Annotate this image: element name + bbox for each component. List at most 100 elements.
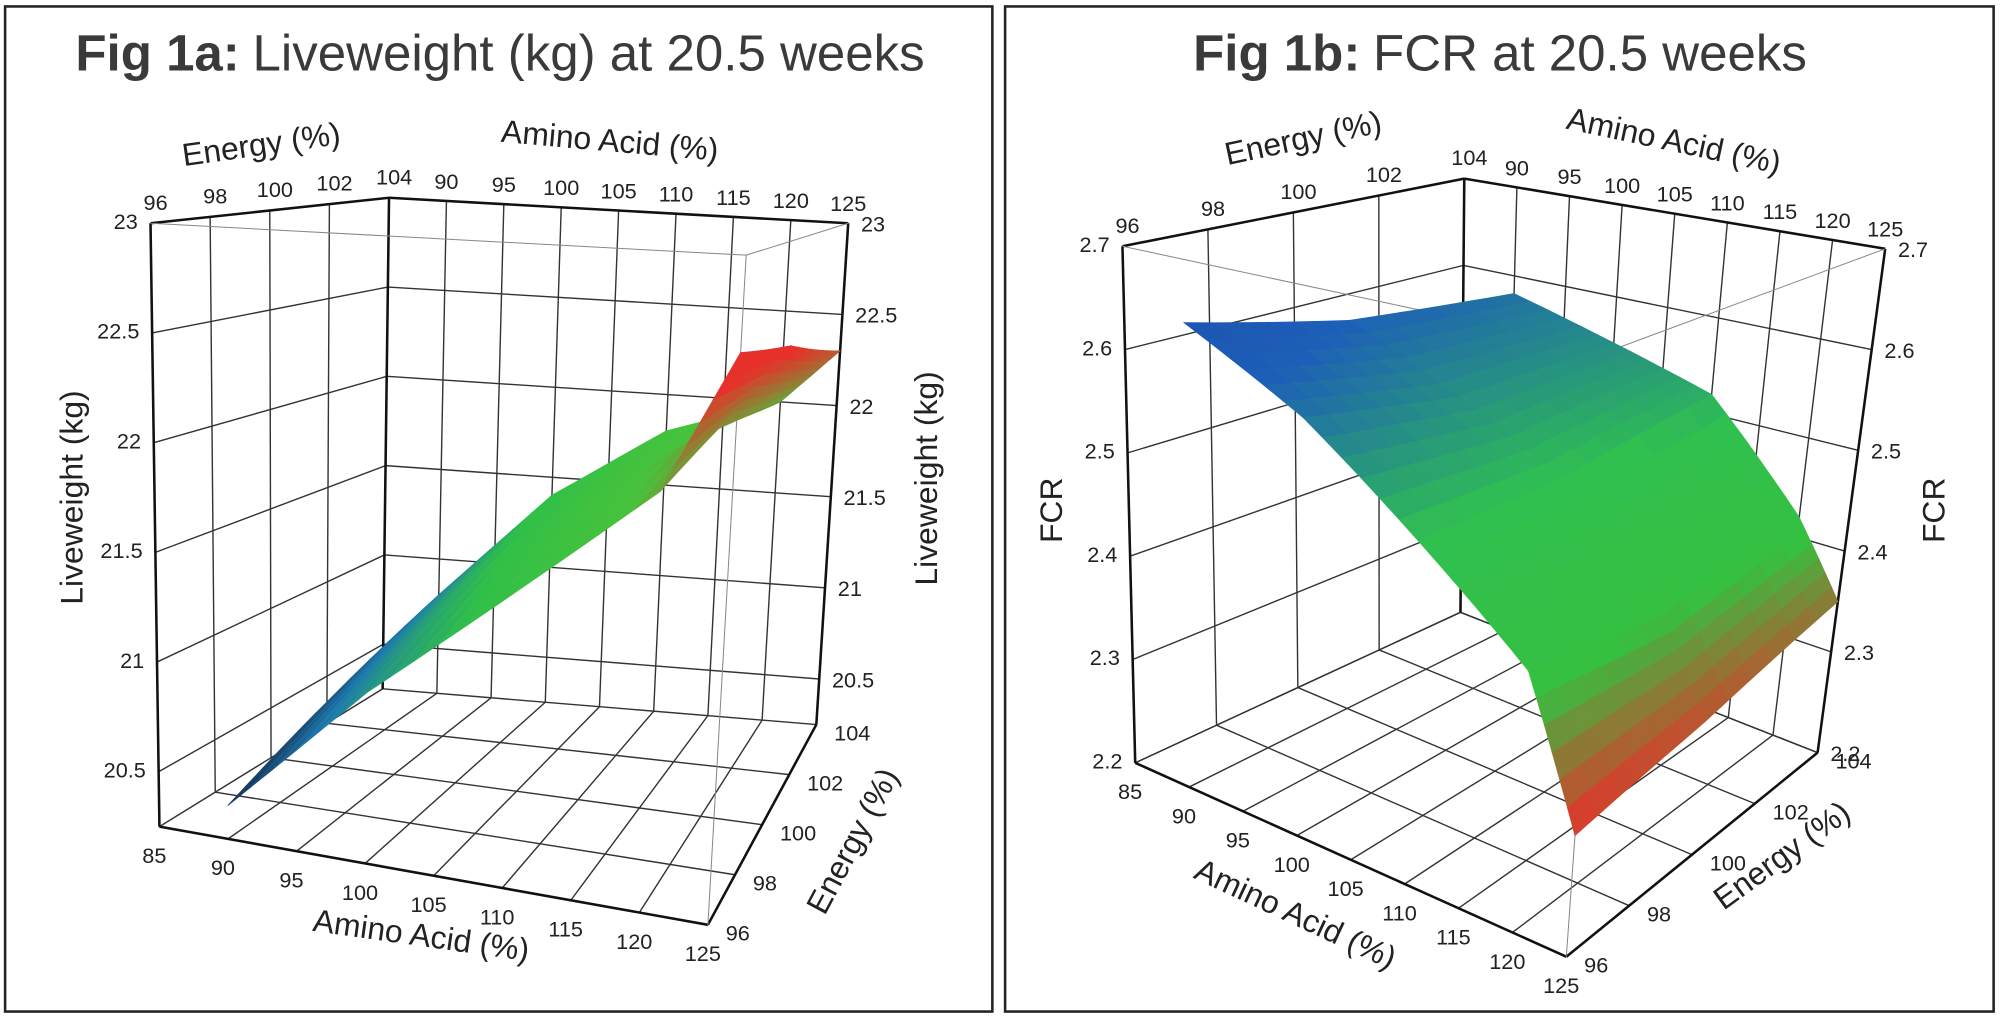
y-tick-label: 98: [203, 184, 227, 209]
grid-line: [326, 204, 331, 724]
y-tick-label: 104: [376, 164, 412, 189]
z-tick-label: 23: [114, 209, 138, 234]
y-tick-label: 104: [834, 720, 870, 745]
axis-line: [1816, 248, 1887, 753]
x-tick-label: 110: [1710, 190, 1745, 215]
axis-title: Liveweight (kg): [53, 390, 89, 604]
x-tick-label: 110: [480, 904, 515, 929]
axis-line: [149, 223, 161, 827]
y-tick-label: 96: [1584, 953, 1608, 978]
box-edge: [1609, 248, 1886, 352]
axis-line: [1122, 177, 1465, 248]
x-tick-label: 125: [830, 191, 866, 216]
grid-line: [269, 210, 272, 758]
chart-title: Fig 1a: Liveweight (kg) at 20.5 weeks: [75, 25, 924, 82]
axis-title: FCR: [1916, 478, 1952, 544]
axis-line: [1134, 761, 1567, 958]
axis-line: [1565, 751, 1819, 958]
title-prefix: Fig 1b:: [1193, 25, 1360, 82]
y-tick-label: 102: [807, 771, 843, 796]
z-tick-label: 21.5: [844, 485, 886, 510]
y-tick-label: 98: [753, 871, 777, 896]
z-tick-label: 2.2: [1092, 749, 1122, 774]
y-tick-label: 104: [1835, 749, 1871, 774]
grid-line: [270, 757, 763, 826]
y-tick-label: 100: [257, 177, 293, 202]
x-tick-label: 100: [1274, 852, 1310, 877]
axis-line: [150, 196, 390, 225]
surface-patch: [267, 731, 308, 769]
grid-line: [209, 216, 216, 793]
axis-title: Amino Acid (%): [500, 113, 720, 168]
z-tick-label: 22: [117, 428, 141, 453]
x-tick-label: 115: [548, 917, 583, 942]
x-tick-label: 125: [685, 941, 721, 966]
z-tick-label: 21.5: [100, 538, 142, 563]
x-tick-label: 90: [1172, 803, 1196, 828]
y-tick-label: 100: [1710, 851, 1746, 876]
z-tick-label: 20.5: [832, 667, 874, 692]
surface-patch: [726, 351, 750, 377]
z-tick-label: 22: [849, 394, 873, 419]
x-tick-label: 105: [601, 178, 637, 203]
axis-title: Energy (%): [1221, 104, 1384, 172]
z-tick-label: 2.2: [1830, 741, 1860, 766]
z-tick-label: 22.5: [855, 303, 897, 328]
z-tick-label: 2.6: [1884, 338, 1914, 363]
x-tick-label: 105: [1328, 876, 1364, 901]
grid-line: [544, 207, 562, 703]
axis-line: [1121, 246, 1137, 763]
y-tick-label: 98: [1201, 196, 1225, 221]
x-tick-label: 115: [1436, 925, 1471, 950]
axis-line: [706, 723, 818, 926]
box-edge: [746, 222, 849, 256]
x-tick-label: 115: [716, 185, 751, 210]
surface-patch: [245, 749, 286, 787]
x-tick-label: 95: [279, 868, 303, 893]
grid-line: [1297, 686, 1693, 856]
chart-title: Fig 1b: FCR at 20.5 weeks: [1193, 25, 1807, 82]
x-tick-label: 85: [142, 843, 166, 868]
z-tick-label: 2.3: [1844, 640, 1874, 665]
grid-line: [1216, 724, 1630, 907]
y-tick-label: 96: [726, 921, 750, 946]
box-edge: [150, 222, 747, 256]
x-tick-label: 100: [342, 880, 378, 905]
grid-line: [707, 216, 735, 716]
grid-line: [1772, 239, 1834, 736]
axis-line: [388, 196, 849, 225]
x-tick-label: 115: [1763, 199, 1798, 224]
x-tick-label: 105: [1657, 182, 1693, 207]
grid-line: [1292, 212, 1299, 688]
grid-line: [215, 791, 736, 876]
z-tick-label: 20.5: [104, 757, 146, 782]
axis-title: Energy (%): [180, 115, 343, 173]
panel-border: [1003, 5, 1995, 1013]
z-tick-label: 2.4: [1087, 542, 1117, 567]
grid-line: [490, 204, 505, 698]
title-text: FCR at 20.5 weeks: [1373, 25, 1807, 82]
y-tick-label: 102: [1366, 162, 1402, 187]
x-tick-label: 120: [1489, 949, 1525, 974]
x-tick-label: 110: [1382, 900, 1417, 925]
z-tick-label: 2.7: [1080, 232, 1110, 257]
surface-patch: [1567, 789, 1598, 837]
z-tick-label: 2.5: [1871, 439, 1901, 464]
z-tick-label: 23: [861, 212, 885, 237]
x-tick-label: 85: [1118, 779, 1142, 804]
x-tick-label: 110: [659, 182, 694, 207]
grid-line: [598, 210, 620, 707]
y-tick-label: 96: [1115, 213, 1139, 238]
axis-line: [381, 197, 391, 689]
z-tick-label: 2.5: [1085, 439, 1115, 464]
axis-line: [1464, 177, 1886, 251]
z-tick-label: 21: [120, 648, 144, 673]
grid-line: [761, 220, 792, 721]
axis-title: Liveweight (kg): [908, 371, 944, 585]
x-tick-label: 125: [1867, 217, 1903, 242]
x-tick-label: 90: [1505, 155, 1529, 180]
x-tick-label: 90: [211, 855, 235, 880]
title-prefix: Fig 1a:: [75, 25, 239, 82]
y-tick-label: 104: [1451, 145, 1487, 170]
x-tick-label: 90: [434, 169, 458, 194]
